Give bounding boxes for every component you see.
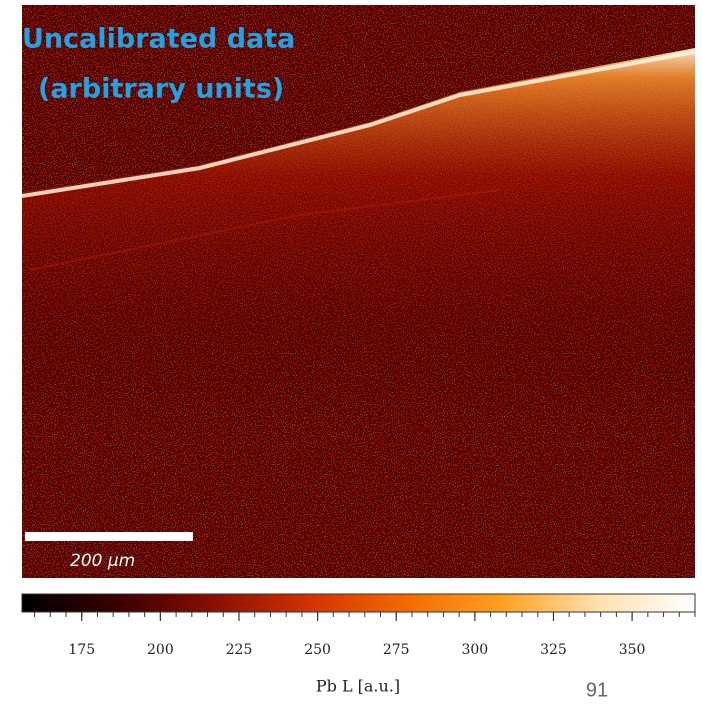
tick-label: 275 [383,642,410,658]
tick-label: 225 [226,642,253,658]
tick-label: 250 [304,642,331,658]
tick-label: 350 [619,642,646,658]
tick-label: 175 [68,642,95,658]
overlay-title: Uncalibrated data [22,24,295,55]
tick-label: 200 [147,642,174,658]
scale-bar-label: 200 μm [70,551,135,571]
scale-bar [25,532,193,541]
page-number: 91 [586,679,608,701]
tick-label: 300 [461,642,488,658]
tick-label: 325 [540,642,567,658]
overlay-title: (arbitrary units) [38,74,284,105]
colorbar [21,593,696,613]
colorbar-label: Pb L [a.u.] [316,677,400,696]
xrf-map [22,5,695,578]
